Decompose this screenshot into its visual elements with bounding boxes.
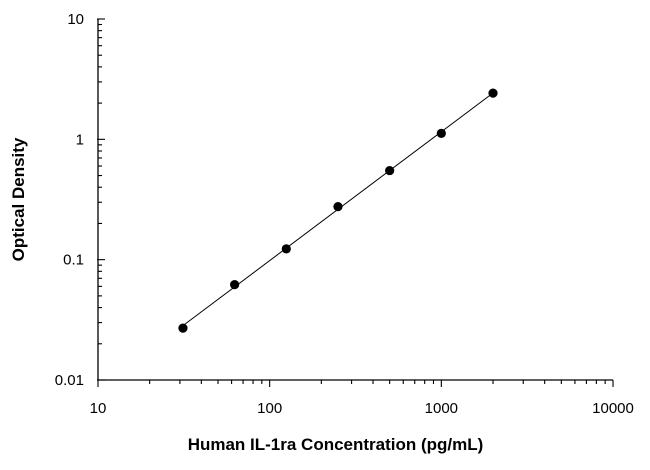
x-tick-label: 1000	[425, 400, 458, 417]
data-point	[178, 323, 188, 333]
x-tick-label: 100	[257, 400, 282, 417]
data-point	[281, 244, 291, 254]
axes	[97, 19, 613, 381]
data-point	[385, 165, 395, 176]
tick-labels: 10 100 1000 10000 0.01 0.1 1 10	[55, 11, 634, 417]
x-tick-label: 10	[90, 400, 107, 417]
y-tick-label: 0.1	[63, 252, 84, 269]
x-tick-label: 10000	[592, 400, 634, 417]
data-point	[436, 128, 446, 139]
data-point	[333, 202, 343, 212]
y-axis-title: Optical Density	[9, 137, 28, 261]
data-point	[230, 280, 240, 290]
y-tick-label: 1	[76, 131, 84, 148]
y-tick-label: 0.01	[55, 372, 84, 389]
data-series	[178, 88, 498, 333]
y-tick-label: 10	[67, 11, 84, 28]
data-point	[488, 88, 498, 98]
x-axis-title: Human IL-1ra Concentration (pg/mL)	[188, 435, 484, 454]
axis-ticks	[97, 18, 614, 387]
